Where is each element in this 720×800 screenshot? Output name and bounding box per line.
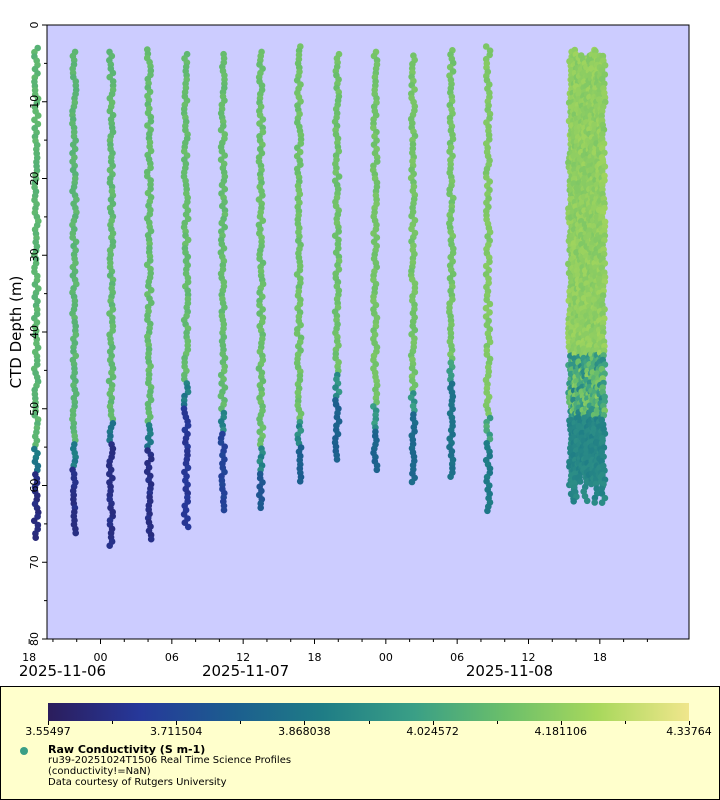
y-tick-label: 30: [28, 248, 41, 262]
x-tick-label: 00: [94, 651, 108, 664]
data-point: [598, 499, 606, 507]
x-tick-label: 18: [593, 651, 607, 664]
colorbar-minor-tick: [240, 721, 242, 724]
legend-marker-icon: [20, 747, 28, 755]
legend-text: Raw Conductivity (S m-1) ru39-20251024T1…: [48, 744, 291, 788]
colorbar-tick: [432, 721, 434, 725]
data-points: [30, 43, 609, 549]
data-point: [583, 497, 591, 505]
data-point: [599, 384, 606, 391]
data-point: [588, 65, 595, 72]
data-point: [333, 456, 341, 463]
data-point: [217, 126, 225, 134]
colorbar-tick-label: 3.55497: [25, 725, 71, 738]
data-point: [596, 91, 603, 99]
data-point: [601, 172, 608, 180]
y-tick-label: 60: [28, 479, 41, 493]
data-point: [32, 534, 39, 541]
data-point: [599, 319, 607, 327]
data-point: [257, 504, 265, 512]
colorbar-tick: [48, 721, 49, 725]
data-point: [486, 300, 494, 308]
y-tick-label: 40: [28, 325, 41, 339]
colorbar-tick-label: 3.711504: [149, 725, 203, 738]
y-tick-label: 70: [28, 555, 41, 569]
data-point: [599, 181, 606, 189]
y-tick-label: 20: [28, 172, 41, 186]
data-point: [599, 186, 606, 193]
data-point: [34, 112, 42, 119]
x-tick-label: 00: [379, 651, 393, 664]
data-point: [588, 480, 595, 488]
legend-credit: Data courtesy of Rutgers University: [48, 777, 227, 788]
data-point: [106, 542, 113, 549]
data-point: [147, 535, 155, 543]
data-point: [598, 213, 606, 221]
colorbar-tick: [304, 721, 306, 725]
x-date-label: 2025-11-06: [19, 662, 106, 680]
colorbar-tick-label: 4.33764: [666, 725, 712, 738]
data-point: [570, 498, 577, 505]
y-axis-title: CTD Depth (m): [7, 276, 25, 389]
data-point: [335, 173, 343, 180]
data-point: [601, 200, 608, 207]
legend-dataset: ru39-20251024T1506 Real Time Science Pro…: [48, 755, 292, 766]
data-point: [220, 506, 228, 514]
data-point: [259, 217, 267, 224]
x-tick-label: 18: [308, 651, 322, 664]
colorbar-tick: [560, 721, 562, 725]
data-point: [109, 373, 117, 381]
x-tick-label: 06: [450, 651, 464, 664]
data-point: [148, 455, 155, 463]
y-axis: 0 10 20 30 40 50 60 70 80: [28, 22, 47, 646]
legend-title: Raw Conductivity (S m-1): [48, 743, 206, 756]
x-tick-label: 18: [22, 651, 36, 664]
data-point: [293, 330, 301, 337]
data-point: [147, 286, 155, 294]
data-point: [591, 499, 598, 506]
colorbar-minor-tick: [496, 721, 498, 724]
x-date-label: 2025-11-07: [202, 662, 289, 680]
x-tick-label: 06: [165, 651, 179, 664]
data-point: [296, 478, 304, 485]
data-point: [575, 422, 583, 430]
y-tick-label: 50: [28, 402, 41, 416]
data-point: [482, 43, 490, 50]
colorbar-tick-label: 4.181106: [534, 725, 588, 738]
legend: 3.55497 3.711504 3.868038 4.024572 4.181106 4…: [0, 686, 720, 800]
colorbar-tick-label: 3.868038: [278, 725, 331, 738]
colorbar-tick-label: 4.024572: [406, 725, 459, 738]
colorbar-minor-tick: [624, 721, 626, 724]
colorbar-minor-tick: [112, 721, 114, 724]
x-tick-label: 12: [236, 651, 250, 664]
data-point: [446, 190, 453, 198]
colorbar: [48, 703, 689, 721]
data-point: [408, 478, 416, 486]
colorbar-tick: [689, 721, 690, 725]
data-point: [373, 158, 381, 165]
x-tick-label: 12: [522, 651, 536, 664]
data-point: [72, 529, 79, 537]
y-tick-label: 0: [28, 22, 41, 29]
colorbar-tick: [176, 721, 178, 725]
data-point: [601, 393, 608, 401]
data-point: [184, 523, 192, 531]
legend-constraint: (conductivity!=NaN): [48, 766, 151, 777]
colorbar-minor-tick: [368, 721, 370, 724]
data-point: [484, 507, 491, 515]
x-date-label: 2025-11-08: [466, 662, 553, 680]
data-point: [373, 466, 381, 474]
data-point: [599, 131, 606, 138]
data-point: [576, 478, 584, 485]
data-point: [447, 473, 454, 481]
y-tick-label: 10: [28, 95, 41, 109]
y-tick-label: 80: [28, 632, 41, 646]
